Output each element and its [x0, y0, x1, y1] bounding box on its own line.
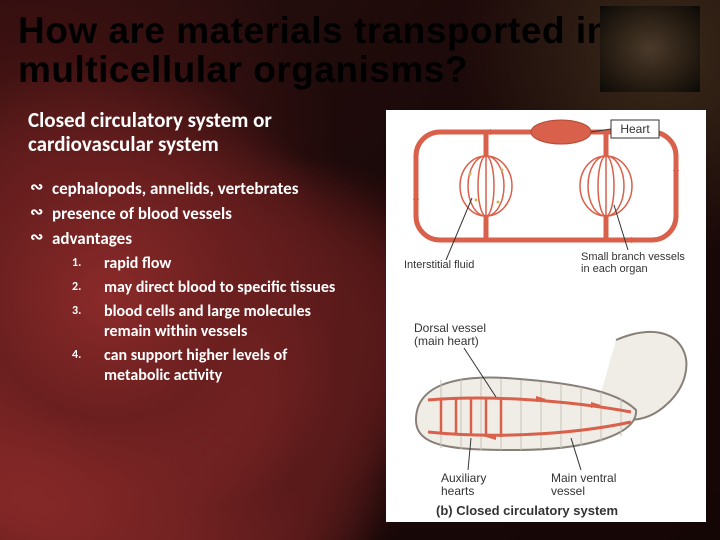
diagram-caption: (b) Closed circulatory system — [436, 503, 618, 518]
worm-diagram: Dorsal vessel (main heart) Auxiliaryhear… — [414, 321, 686, 498]
bullet-text: advantages — [52, 228, 132, 249]
list-number: 2. — [72, 280, 81, 295]
bullet-text: cephalopods, annelids, vertebrates — [52, 178, 298, 199]
slide: How are materials transported in multice… — [0, 0, 720, 540]
aux-label: Auxiliaryhearts — [441, 471, 486, 498]
list-text: can support higher levels of metabolic a… — [104, 346, 287, 385]
list-item: 4. can support higher levels of metabolic… — [72, 346, 348, 386]
schematic-top: Heart — [404, 120, 688, 275]
diagram-panel: Heart — [386, 110, 706, 522]
list-text: blood cells and large molecules remain w… — [104, 302, 311, 341]
list-text: rapid flow — [104, 254, 171, 273]
heart-label: Heart — [620, 122, 650, 136]
ventral-label: Main ventralvessel — [551, 471, 616, 498]
list-item: 1. rapid flow — [72, 254, 348, 274]
closed-circulatory-diagram: Heart — [386, 110, 706, 522]
list-text: may direct blood to specific tissues — [104, 278, 335, 297]
content-column: Closed circulatory system or cardiovascu… — [18, 108, 348, 386]
branch-label: Small branch vessels in each organ — [581, 251, 688, 275]
advantage-list: 1. rapid flow 2. may direct blood to speci… — [52, 254, 348, 386]
bullet-text: presence of blood vessels — [52, 203, 232, 224]
list-number: 3. — [72, 304, 81, 319]
subtitle: Closed circulatory system or cardiovascu… — [18, 108, 348, 156]
list-item: 3. blood cells and large molecules remain… — [72, 302, 348, 342]
bullet-item: presence of blood vessels — [30, 203, 348, 224]
bullet-item: cephalopods, annelids, vertebrates — [30, 178, 348, 199]
list-number: 1. — [72, 256, 81, 271]
insect-photo — [600, 6, 700, 92]
dorsal-label: Dorsal vessel (main heart) — [414, 321, 489, 348]
bullet-list: cephalopods, annelids, vertebrates prese… — [18, 178, 348, 386]
bullet-item: advantages 1. rapid flow 2. may direct blo… — [30, 228, 348, 385]
list-number: 4. — [72, 348, 81, 363]
list-item: 2. may direct blood to specific tissues — [72, 278, 348, 298]
interstitial-label: Interstitial fluid — [404, 259, 474, 271]
